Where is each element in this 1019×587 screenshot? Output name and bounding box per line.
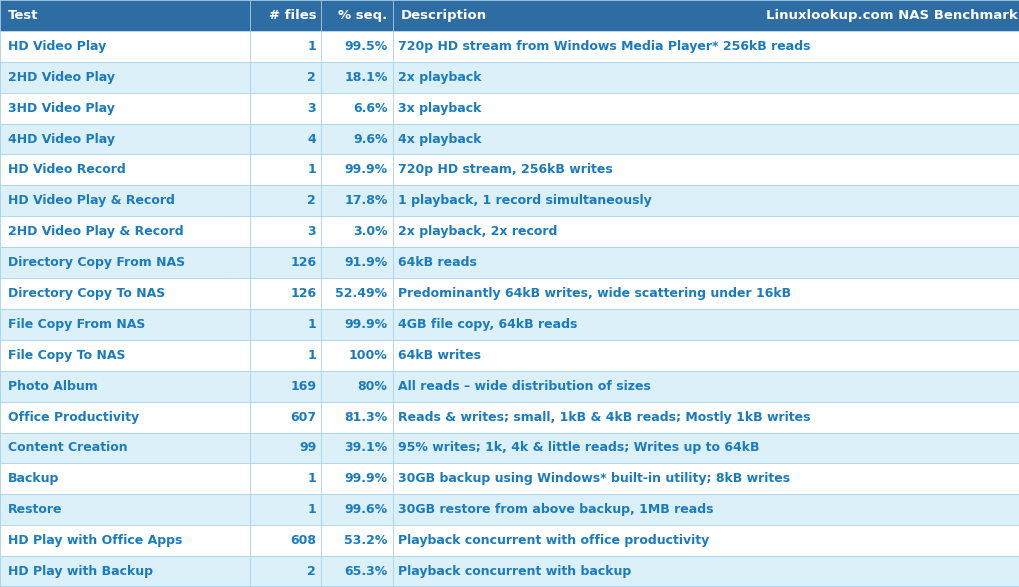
Bar <box>0 124 1019 154</box>
Text: 1: 1 <box>307 40 316 53</box>
Bar <box>0 62 1019 93</box>
Text: 1: 1 <box>307 473 316 485</box>
Text: 169: 169 <box>290 380 316 393</box>
Text: 6.6%: 6.6% <box>353 102 387 114</box>
Text: HD Video Record: HD Video Record <box>8 163 125 177</box>
Text: All reads – wide distribution of sizes: All reads – wide distribution of sizes <box>397 380 650 393</box>
Text: 3: 3 <box>308 102 316 114</box>
Text: 99.9%: 99.9% <box>344 318 387 331</box>
Text: Predominantly 64kB writes, wide scattering under 16kB: Predominantly 64kB writes, wide scatteri… <box>397 287 790 300</box>
Text: 65.3%: 65.3% <box>344 565 387 578</box>
Text: 720p HD stream from Windows Media Player* 256kB reads: 720p HD stream from Windows Media Player… <box>397 40 809 53</box>
Text: 30GB restore from above backup, 1MB reads: 30GB restore from above backup, 1MB read… <box>397 503 712 516</box>
Text: 17.8%: 17.8% <box>343 194 387 207</box>
Text: 91.9%: 91.9% <box>344 256 387 269</box>
Text: 4: 4 <box>307 133 316 146</box>
Bar <box>0 494 1019 525</box>
Text: 2: 2 <box>307 565 316 578</box>
Text: Description: Description <box>400 9 486 22</box>
Text: 3HD Video Play: 3HD Video Play <box>8 102 115 114</box>
Text: Backup: Backup <box>8 473 59 485</box>
Text: 81.3%: 81.3% <box>344 410 387 424</box>
Text: 1: 1 <box>307 503 316 516</box>
Text: 39.1%: 39.1% <box>344 441 387 454</box>
Text: % seq.: % seq. <box>338 9 387 22</box>
Text: Office Productivity: Office Productivity <box>8 410 140 424</box>
Bar <box>0 247 1019 278</box>
Text: Test: Test <box>8 9 39 22</box>
Text: HD Play with Office Apps: HD Play with Office Apps <box>8 534 182 547</box>
Text: 3: 3 <box>308 225 316 238</box>
Text: 100%: 100% <box>348 349 387 362</box>
Text: 9.6%: 9.6% <box>353 133 387 146</box>
Text: 608: 608 <box>290 534 316 547</box>
Bar <box>0 154 1019 185</box>
Text: 99.9%: 99.9% <box>344 163 387 177</box>
Bar <box>0 525 1019 556</box>
Text: 2x playback, 2x record: 2x playback, 2x record <box>397 225 556 238</box>
Text: 4x playback: 4x playback <box>397 133 481 146</box>
Text: 1 playback, 1 record simultaneously: 1 playback, 1 record simultaneously <box>397 194 651 207</box>
Bar <box>0 278 1019 309</box>
Text: 99: 99 <box>299 441 316 454</box>
Text: Restore: Restore <box>8 503 62 516</box>
Text: 720p HD stream, 256kB writes: 720p HD stream, 256kB writes <box>397 163 612 177</box>
Text: 4HD Video Play: 4HD Video Play <box>8 133 115 146</box>
Bar <box>0 31 1019 62</box>
Text: 607: 607 <box>289 410 316 424</box>
Text: 4GB file copy, 64kB reads: 4GB file copy, 64kB reads <box>397 318 577 331</box>
Text: 52.49%: 52.49% <box>335 287 387 300</box>
Text: 64kB writes: 64kB writes <box>397 349 480 362</box>
Text: 18.1%: 18.1% <box>343 71 387 84</box>
Bar <box>0 216 1019 247</box>
Text: HD Video Play & Record: HD Video Play & Record <box>8 194 175 207</box>
Bar <box>0 340 1019 371</box>
Text: 2: 2 <box>307 71 316 84</box>
Text: Directory Copy From NAS: Directory Copy From NAS <box>8 256 185 269</box>
Text: HD Video Play: HD Video Play <box>8 40 106 53</box>
Text: Content Creation: Content Creation <box>8 441 127 454</box>
Text: 126: 126 <box>289 287 316 300</box>
Text: 1: 1 <box>307 349 316 362</box>
Bar <box>0 556 1019 587</box>
Text: 53.2%: 53.2% <box>343 534 387 547</box>
Text: 95% writes; 1k, 4k & little reads; Writes up to 64kB: 95% writes; 1k, 4k & little reads; Write… <box>397 441 758 454</box>
Bar <box>0 463 1019 494</box>
Text: 3.0%: 3.0% <box>353 225 387 238</box>
Text: Playback concurrent with backup: Playback concurrent with backup <box>397 565 631 578</box>
Text: File Copy To NAS: File Copy To NAS <box>8 349 125 362</box>
Bar <box>0 433 1019 463</box>
Text: Photo Album: Photo Album <box>8 380 98 393</box>
Text: 1: 1 <box>307 163 316 177</box>
Text: 2HD Video Play: 2HD Video Play <box>8 71 115 84</box>
Bar <box>0 0 1019 31</box>
Text: 30GB backup using Windows* built-in utility; 8kB writes: 30GB backup using Windows* built-in util… <box>397 473 789 485</box>
Text: 2x playback: 2x playback <box>397 71 481 84</box>
Text: # files: # files <box>268 9 316 22</box>
Text: Playback concurrent with office productivity: Playback concurrent with office producti… <box>397 534 708 547</box>
Bar <box>0 371 1019 402</box>
Text: 64kB reads: 64kB reads <box>397 256 476 269</box>
Bar <box>0 309 1019 340</box>
Bar <box>0 185 1019 216</box>
Text: File Copy From NAS: File Copy From NAS <box>8 318 146 331</box>
Text: HD Play with Backup: HD Play with Backup <box>8 565 153 578</box>
Text: 99.5%: 99.5% <box>344 40 387 53</box>
Text: 99.6%: 99.6% <box>344 503 387 516</box>
Text: Directory Copy To NAS: Directory Copy To NAS <box>8 287 165 300</box>
Text: 99.9%: 99.9% <box>344 473 387 485</box>
Text: 126: 126 <box>289 256 316 269</box>
Text: 1: 1 <box>307 318 316 331</box>
Text: 80%: 80% <box>358 380 387 393</box>
Text: 2: 2 <box>307 194 316 207</box>
Bar <box>0 402 1019 433</box>
Bar <box>0 93 1019 124</box>
Text: Linuxlookup.com NAS Benchmark: Linuxlookup.com NAS Benchmark <box>765 9 1017 22</box>
Text: 2HD Video Play & Record: 2HD Video Play & Record <box>8 225 183 238</box>
Text: 3x playback: 3x playback <box>397 102 481 114</box>
Text: Reads & writes; small, 1kB & 4kB reads; Mostly 1kB writes: Reads & writes; small, 1kB & 4kB reads; … <box>397 410 809 424</box>
